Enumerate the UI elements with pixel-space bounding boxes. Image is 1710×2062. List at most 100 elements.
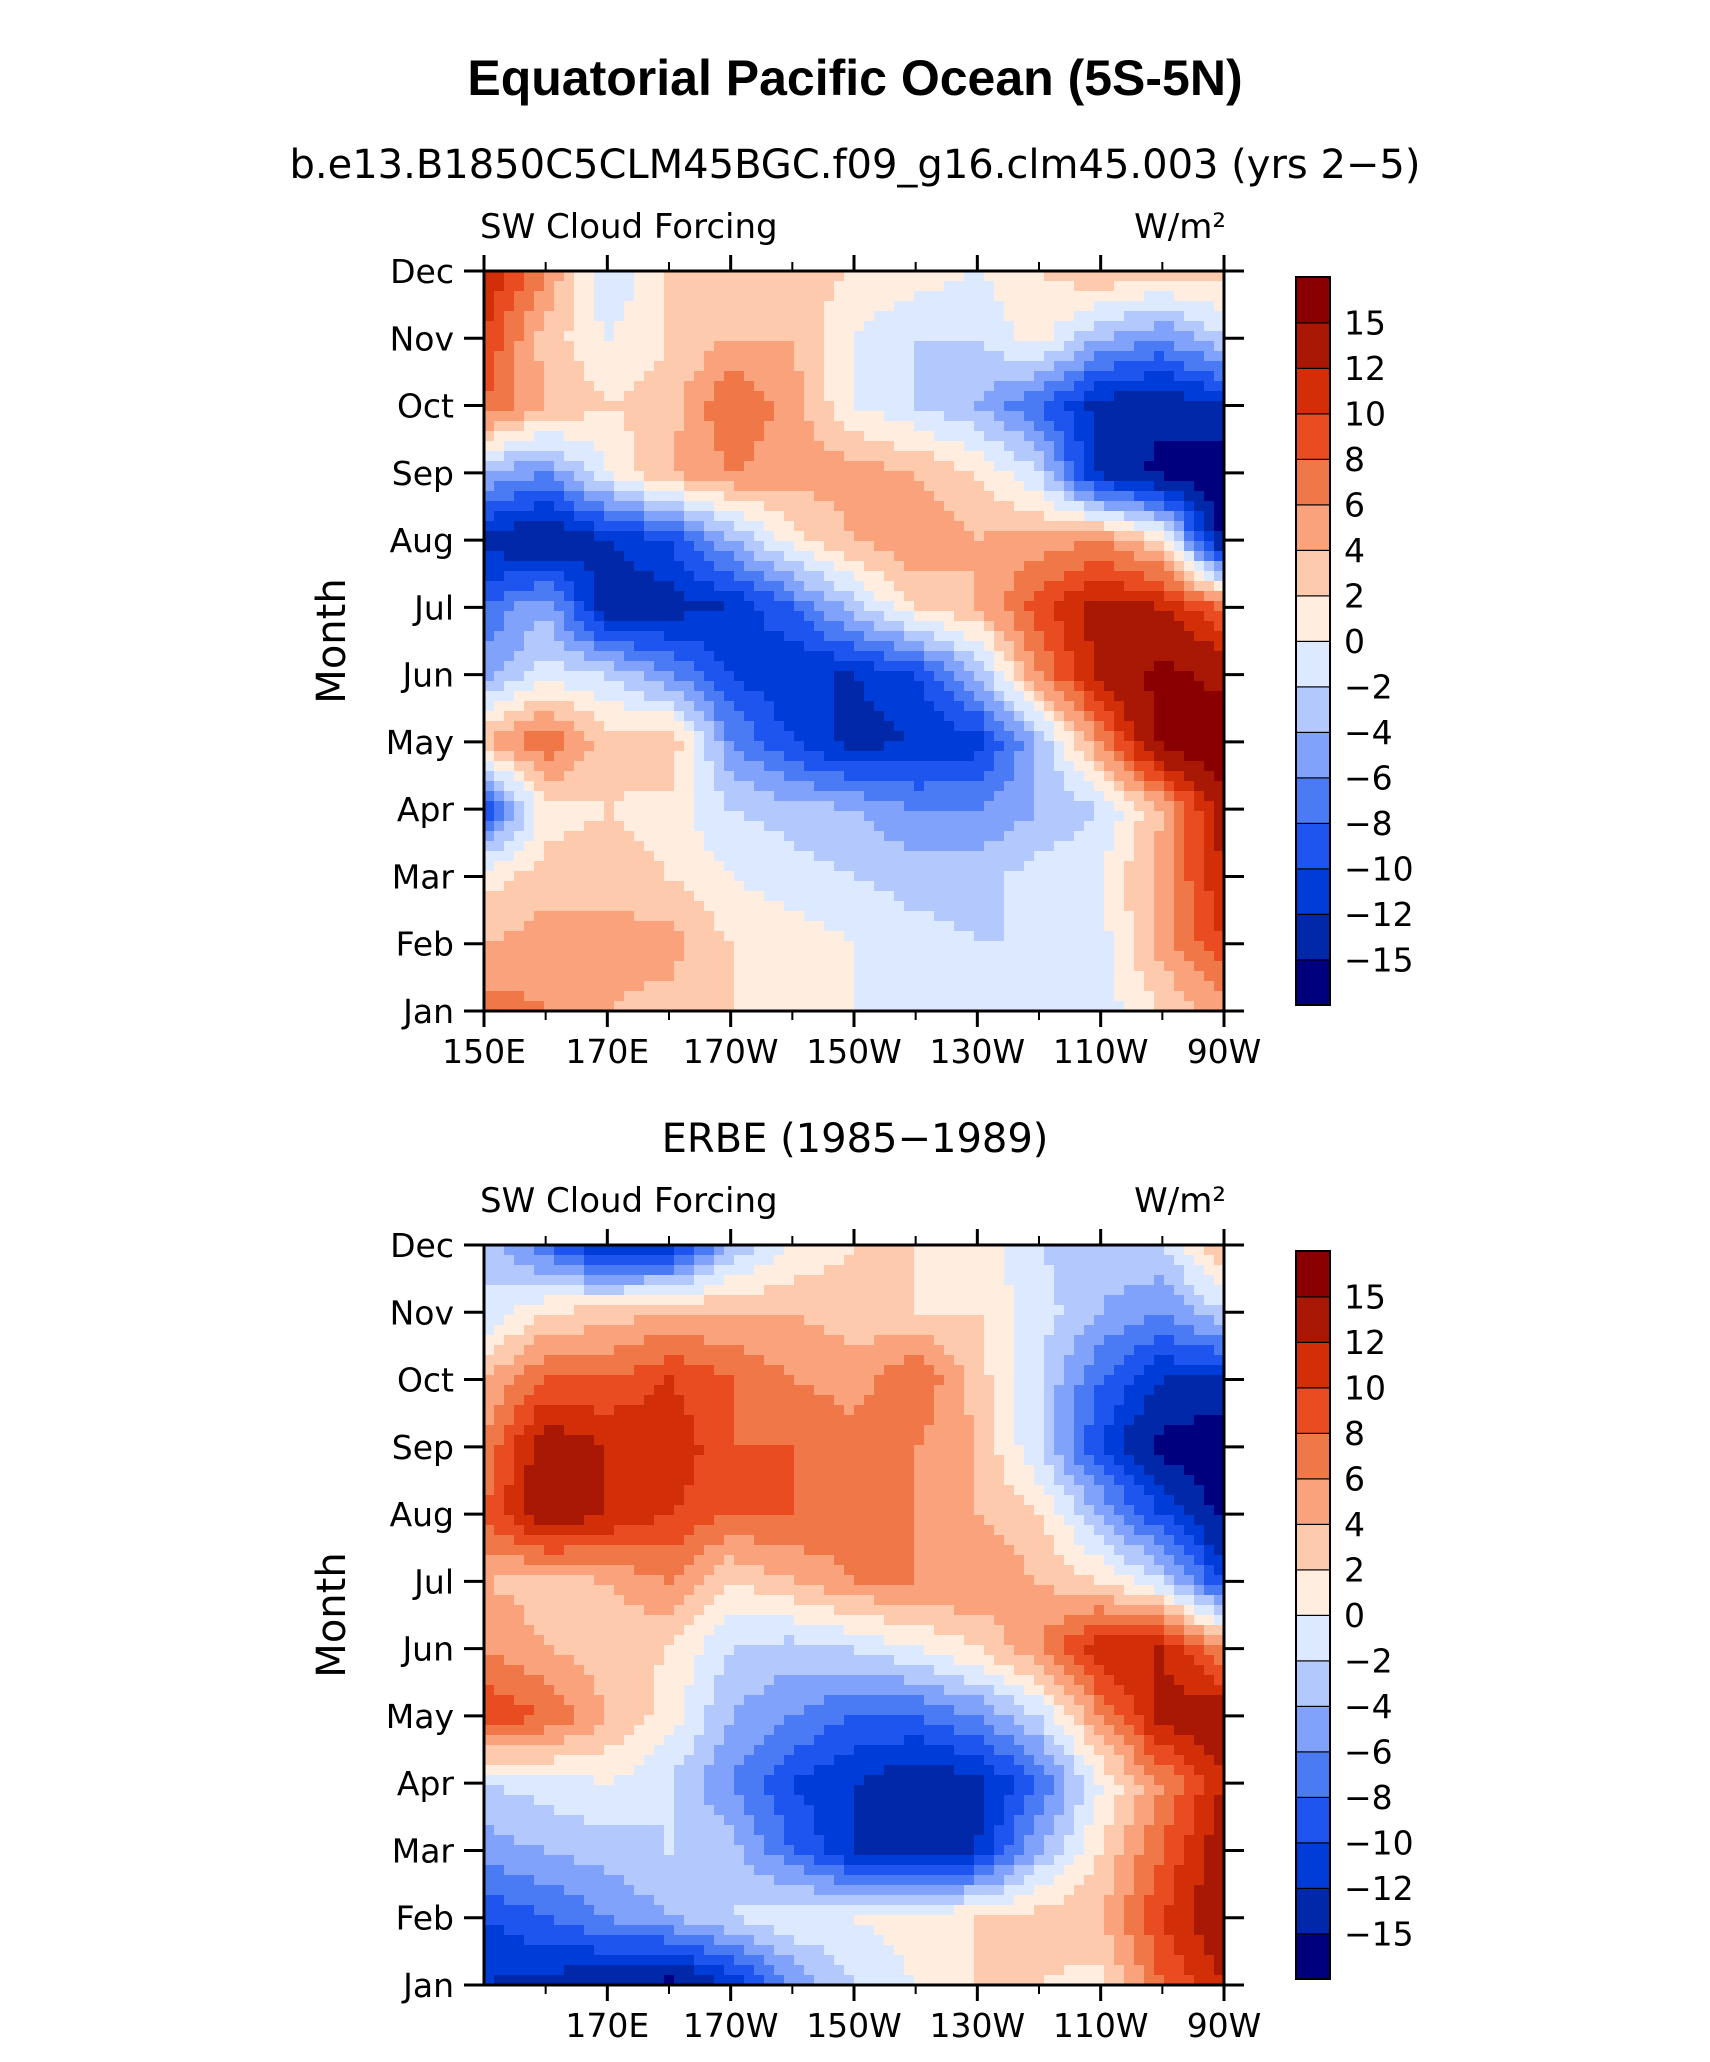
- panel-model-cell: [1084, 901, 1095, 912]
- panel-model-cell: [534, 491, 545, 502]
- panel-model-cell: [494, 341, 505, 352]
- panel-model-cell: [594, 701, 605, 712]
- panel-model-cell: [894, 371, 905, 382]
- panel-model-cell: [1104, 781, 1115, 792]
- panel-model-cell: [1154, 531, 1165, 542]
- panel-model-cell: [654, 471, 665, 482]
- panel-model-cell: [694, 601, 705, 612]
- panel-model-cell: [594, 591, 605, 602]
- panel-model-cell: [814, 681, 825, 692]
- panel-model-cell: [564, 731, 575, 742]
- panel-model-cell: [754, 811, 765, 822]
- panel-model-cell: [1054, 831, 1065, 842]
- panel-model-cell: [514, 841, 525, 852]
- panel-model-cell: [534, 591, 545, 602]
- panel-model-cell: [504, 561, 515, 572]
- panel-model-cell: [1084, 601, 1095, 612]
- panel-model-cell: [814, 581, 825, 592]
- panel-model-cell: [1184, 931, 1195, 942]
- panel-model-cell: [604, 321, 615, 332]
- panel-model-cell: [814, 491, 825, 502]
- panel-model-cell: [814, 341, 825, 352]
- panel-model-cell: [534, 881, 545, 892]
- panel-model-cell: [754, 541, 765, 552]
- panel-model-cell: [564, 541, 575, 552]
- panel-model-cell: [994, 671, 1005, 682]
- panel-model-cell: [974, 721, 985, 732]
- panel-model-cell: [994, 631, 1005, 642]
- panel-model-cell: [924, 371, 935, 382]
- panel-model-cell: [544, 571, 555, 582]
- panel-model-cell: [1014, 671, 1025, 682]
- panel-model-cell: [1074, 411, 1085, 422]
- panel-model-cell: [994, 701, 1005, 712]
- panel-model-cell: [644, 891, 655, 902]
- panel-model-cell: [534, 501, 545, 512]
- panel-model-cell: [1214, 401, 1224, 412]
- panel-model-cell: [864, 341, 875, 352]
- panel-model-cell: [1034, 401, 1045, 412]
- panel-model-cell: [974, 621, 985, 632]
- panel-model-cell: [1034, 651, 1045, 662]
- panel-model-cell: [1004, 891, 1015, 902]
- panel-model-cell: [1114, 331, 1125, 342]
- panel-model-cell: [1094, 781, 1105, 792]
- panel-model-cell: [634, 531, 645, 542]
- panel-model-cell: [644, 761, 655, 772]
- panel-model-cell: [924, 441, 935, 452]
- panel-model-cell: [904, 711, 915, 722]
- panel-model-cell: [1034, 521, 1045, 532]
- panel-model-cell: [864, 471, 875, 482]
- panel-model-cell: [634, 861, 645, 872]
- panel-model-cell: [514, 681, 525, 692]
- panel-model-cell: [584, 281, 595, 292]
- panel-model-cell: [854, 871, 865, 882]
- panel-model-cell: [674, 441, 685, 452]
- panel-model-cell: [844, 901, 855, 912]
- panel-model-cell: [874, 531, 885, 542]
- panel-model-cell: [804, 411, 815, 422]
- panel-model-cell: [524, 411, 535, 422]
- panel-model-cell: [764, 291, 775, 302]
- panel-model-cell: [814, 401, 825, 412]
- panel-model-cell: [594, 351, 605, 362]
- panel-model-cell: [494, 601, 505, 612]
- panel-model-cell: [604, 451, 615, 462]
- panel-model-cell: [814, 391, 825, 402]
- panel-model-cell: [1054, 871, 1065, 882]
- panel-model-cell: [864, 351, 875, 362]
- panel-model-cell: [914, 791, 925, 802]
- panel-model-cell: [1034, 731, 1045, 742]
- panel-model-cell: [994, 301, 1005, 312]
- panel-model-cell: [1064, 441, 1075, 452]
- panel-model-cell: [974, 481, 985, 492]
- panel-model-cell: [1204, 441, 1215, 452]
- panel-model-cell: [784, 631, 795, 642]
- panel-model-cell: [904, 471, 915, 482]
- panel-model-cell: [824, 411, 835, 422]
- panel-model-cell: [894, 281, 905, 292]
- panel-model-cell: [694, 811, 705, 822]
- panel-model-cell: [764, 831, 775, 842]
- panel-model-cell: [1214, 321, 1224, 332]
- panel-model-cell: [864, 301, 875, 312]
- panel-model-cell: [664, 721, 675, 732]
- panel-model-cell: [744, 691, 755, 702]
- panel-model-cell: [944, 671, 955, 682]
- panel-model-cell: [974, 411, 985, 422]
- panel-model-cell: [544, 511, 555, 522]
- panel-model-cell: [944, 601, 955, 612]
- panel-model-cell: [984, 471, 995, 482]
- panel-model-cell: [1144, 461, 1155, 472]
- panel-model-cell: [1074, 901, 1085, 912]
- panel-model-cell: [814, 361, 825, 372]
- panel-model-cell: [784, 801, 795, 812]
- panel-model-cell: [514, 751, 525, 762]
- panel-model-cell: [504, 891, 515, 902]
- panel-model-cell: [1074, 601, 1085, 612]
- panel-model-cell: [1124, 631, 1135, 642]
- panel-model-cell: [524, 601, 535, 612]
- panel-model-cell: [1074, 461, 1085, 472]
- panel-model-cell: [684, 781, 695, 792]
- panel-model-cell: [664, 731, 675, 742]
